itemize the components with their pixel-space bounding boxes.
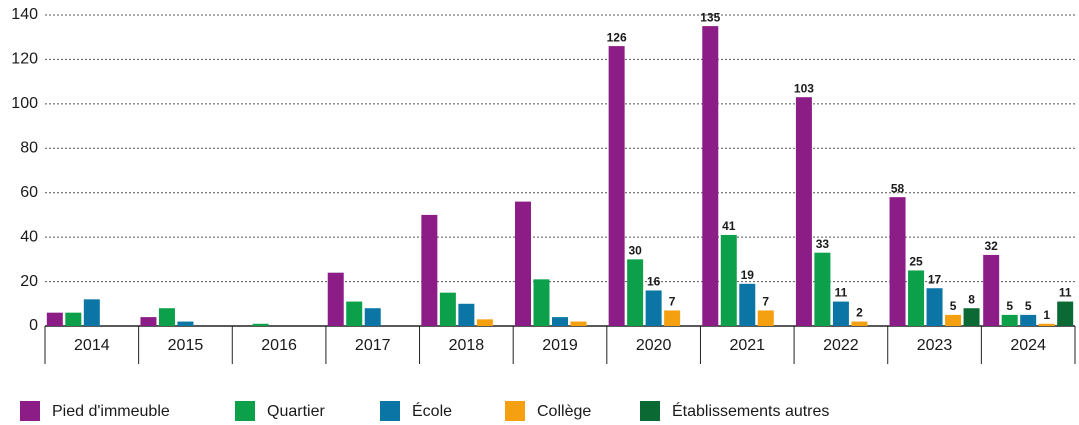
bar	[963, 308, 980, 326]
y-tick-label: 120	[11, 51, 38, 68]
bar	[1020, 314, 1037, 326]
bar	[552, 317, 568, 326]
value-label: 30	[628, 244, 642, 258]
bar	[926, 288, 943, 326]
value-label: 25	[909, 255, 923, 269]
value-label: 58	[891, 181, 905, 195]
bar	[327, 272, 344, 326]
bar	[908, 270, 925, 326]
x-tick-label: 2018	[449, 337, 485, 354]
legend-label: Établissements autres	[672, 401, 829, 420]
y-tick-label: 40	[20, 228, 38, 245]
bar	[476, 319, 493, 326]
value-label: 7	[669, 295, 676, 309]
bar	[889, 197, 906, 326]
legend-swatch	[640, 401, 660, 421]
value-label: 17	[928, 272, 942, 286]
bar	[739, 283, 756, 326]
legend-swatch	[380, 401, 400, 421]
x-tick-label: 2016	[261, 337, 297, 354]
value-label: 135	[700, 10, 720, 24]
value-label: 126	[607, 30, 627, 44]
bar	[814, 252, 831, 326]
bar	[346, 301, 363, 326]
bar	[983, 254, 1000, 326]
bar	[458, 303, 475, 326]
x-tick-label: 2014	[74, 337, 110, 354]
legend-label: Pied d'immeuble	[52, 403, 170, 420]
bar	[757, 310, 774, 326]
x-tick-label: 2017	[355, 337, 391, 354]
bar	[65, 312, 82, 326]
value-label: 32	[985, 239, 999, 253]
value-label: 19	[741, 268, 755, 282]
bar	[439, 292, 456, 326]
y-tick-label: 60	[20, 184, 38, 201]
legend-swatch	[505, 401, 525, 421]
value-label: 1	[1043, 308, 1050, 322]
bar	[515, 201, 531, 326]
bar	[1038, 323, 1055, 326]
bar	[364, 308, 381, 326]
y-tick-label: 0	[29, 317, 38, 334]
legend-label: École	[412, 401, 452, 420]
value-label: 11	[1059, 286, 1072, 300]
bar	[570, 321, 587, 326]
value-label: 16	[647, 275, 661, 289]
bar	[1057, 301, 1074, 326]
x-tick-label: 2023	[917, 337, 953, 354]
value-label: 41	[722, 219, 736, 233]
bar	[832, 301, 849, 326]
bar	[177, 321, 194, 326]
value-label: 33	[816, 237, 830, 251]
bar	[1001, 314, 1018, 326]
legend-swatch	[20, 401, 40, 421]
bar	[533, 279, 550, 326]
value-label: 103	[794, 81, 814, 95]
y-tick-label: 80	[20, 140, 38, 157]
x-tick-label: 2021	[729, 337, 765, 354]
bar	[46, 312, 63, 326]
bar	[83, 299, 100, 326]
value-label: 5	[950, 299, 957, 313]
legend-label: Collège	[537, 403, 591, 420]
value-label: 8	[968, 292, 975, 306]
bar	[158, 308, 175, 326]
bar	[702, 26, 719, 326]
legend-label: Quartier	[267, 403, 325, 420]
bar	[720, 234, 737, 326]
bar	[945, 314, 962, 326]
bar	[795, 97, 812, 326]
x-tick-label: 2015	[168, 337, 204, 354]
value-label: 2	[856, 306, 863, 320]
x-tick-label: 2020	[636, 337, 672, 354]
value-label: 7	[762, 295, 769, 309]
x-tick-label: 2022	[823, 337, 859, 354]
y-tick-label: 100	[11, 95, 38, 112]
bar	[140, 317, 157, 326]
bar	[608, 46, 625, 326]
bar	[421, 214, 438, 326]
legend-swatch	[235, 401, 255, 421]
y-tick-label: 140	[11, 6, 38, 23]
bar	[627, 259, 644, 326]
value-label: 5	[1025, 299, 1032, 313]
x-tick-label: 2024	[1010, 337, 1046, 354]
bar	[645, 290, 662, 326]
x-tick-label: 2019	[542, 337, 578, 354]
bar	[252, 323, 269, 326]
y-tick-label: 20	[20, 273, 38, 290]
bar	[664, 310, 681, 326]
bar	[851, 321, 868, 326]
value-label: 11	[835, 286, 848, 300]
value-label: 5	[1006, 299, 1013, 313]
